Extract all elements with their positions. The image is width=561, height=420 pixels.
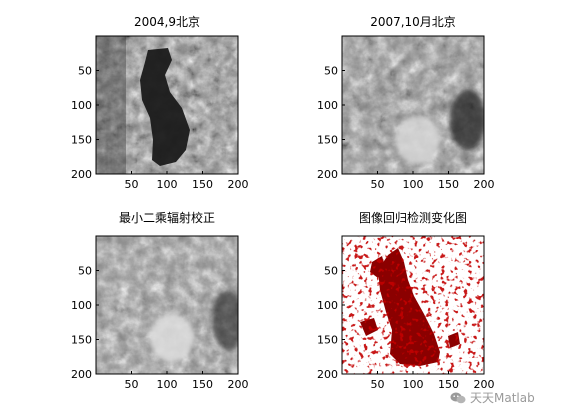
panel-radiometric-correction: 最小二乘辐射校正 50 100 150 200 50 100 150 200 [71, 210, 249, 391]
panel-title: 图像回归检测变化图 [359, 210, 467, 225]
x-tick-label: 200 [228, 378, 249, 391]
y-tick-label: 50 [324, 65, 338, 78]
x-tick-label: 150 [192, 378, 213, 391]
change-map-image [342, 236, 484, 374]
x-tick-label: 100 [157, 378, 178, 391]
x-tick-label: 150 [438, 378, 459, 391]
y-tick-label: 150 [71, 334, 92, 347]
x-tick-label: 100 [157, 178, 178, 191]
y-tick-label: 150 [317, 134, 338, 147]
satellite-image-2007 [342, 36, 484, 174]
y-tick-label: 200 [317, 368, 338, 381]
satellite-image-2004 [96, 36, 238, 174]
y-tick-label: 150 [71, 134, 92, 147]
watermark-text: 天天Matlab [470, 391, 535, 405]
x-tick-label: 200 [474, 378, 495, 391]
y-tick-label: 200 [317, 168, 338, 181]
y-tick-label: 100 [317, 99, 338, 112]
y-tick-label: 50 [78, 265, 92, 278]
panel-change-detection: 图像回归检测变化图 50 100 150 200 50 100 150 200 [317, 210, 495, 391]
panel-2004: 2004,9北京 50 100 150 200 50 100 150 200 [71, 15, 249, 191]
panel-title: 2004,9北京 [134, 15, 200, 29]
y-tick-label: 200 [71, 368, 92, 381]
wechat-icon [450, 392, 466, 404]
panel-title: 最小二乘辐射校正 [119, 210, 215, 225]
panel-2007: 2007,10月北京 50 100 150 200 50 100 150 200 [317, 15, 495, 191]
x-tick-label: 150 [438, 178, 459, 191]
x-tick-label: 200 [228, 178, 249, 191]
corrected-image [96, 236, 238, 374]
y-tick-label: 200 [71, 168, 92, 181]
watermark: 天天Matlab [450, 389, 535, 406]
x-tick-label: 100 [403, 178, 424, 191]
y-tick-label: 100 [71, 99, 92, 112]
y-tick-label: 150 [317, 334, 338, 347]
x-tick-label: 50 [371, 178, 385, 191]
panel-title: 2007,10月北京 [370, 15, 456, 29]
x-tick-label: 50 [125, 378, 139, 391]
y-tick-label: 100 [71, 299, 92, 312]
x-tick-label: 200 [474, 178, 495, 191]
x-tick-label: 150 [192, 178, 213, 191]
x-tick-label: 50 [125, 178, 139, 191]
y-tick-label: 100 [317, 299, 338, 312]
y-tick-label: 50 [324, 265, 338, 278]
x-tick-label: 100 [403, 378, 424, 391]
y-tick-label: 50 [78, 65, 92, 78]
x-tick-label: 50 [371, 378, 385, 391]
